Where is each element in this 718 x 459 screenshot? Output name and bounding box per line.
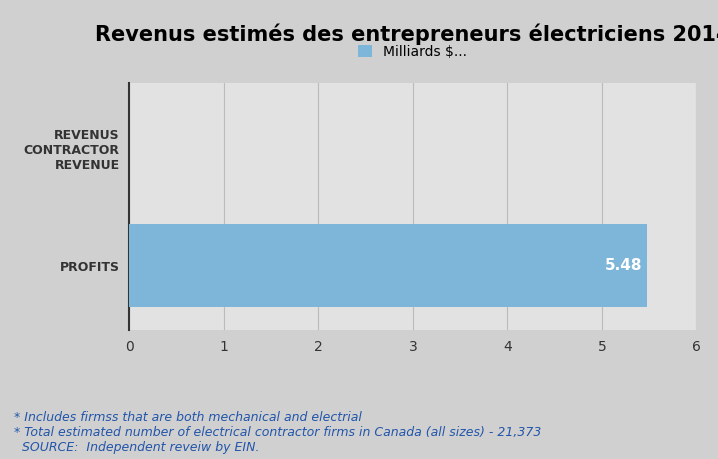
- Title: Revenus estimés des entrepreneurs électriciens 2014: Revenus estimés des entrepreneurs électr…: [95, 23, 718, 45]
- Text: * Includes firmss that are both mechanical and electrial
* Total estimated numbe: * Includes firmss that are both mechanic…: [14, 411, 542, 454]
- Text: 5.48: 5.48: [605, 258, 643, 273]
- Bar: [129, 224, 648, 307]
- Legend: Milliards $...: Milliards $...: [358, 45, 467, 59]
